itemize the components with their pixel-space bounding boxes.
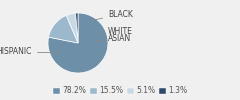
Text: BLACK: BLACK bbox=[94, 10, 133, 20]
Text: ASIAN: ASIAN bbox=[96, 34, 131, 43]
Wedge shape bbox=[48, 15, 78, 43]
Text: HISPANIC: HISPANIC bbox=[0, 48, 59, 56]
Text: WHITE: WHITE bbox=[99, 27, 133, 36]
Legend: 78.2%, 15.5%, 5.1%, 1.3%: 78.2%, 15.5%, 5.1%, 1.3% bbox=[52, 86, 188, 96]
Wedge shape bbox=[76, 13, 78, 43]
Wedge shape bbox=[48, 13, 108, 73]
Wedge shape bbox=[66, 13, 78, 43]
